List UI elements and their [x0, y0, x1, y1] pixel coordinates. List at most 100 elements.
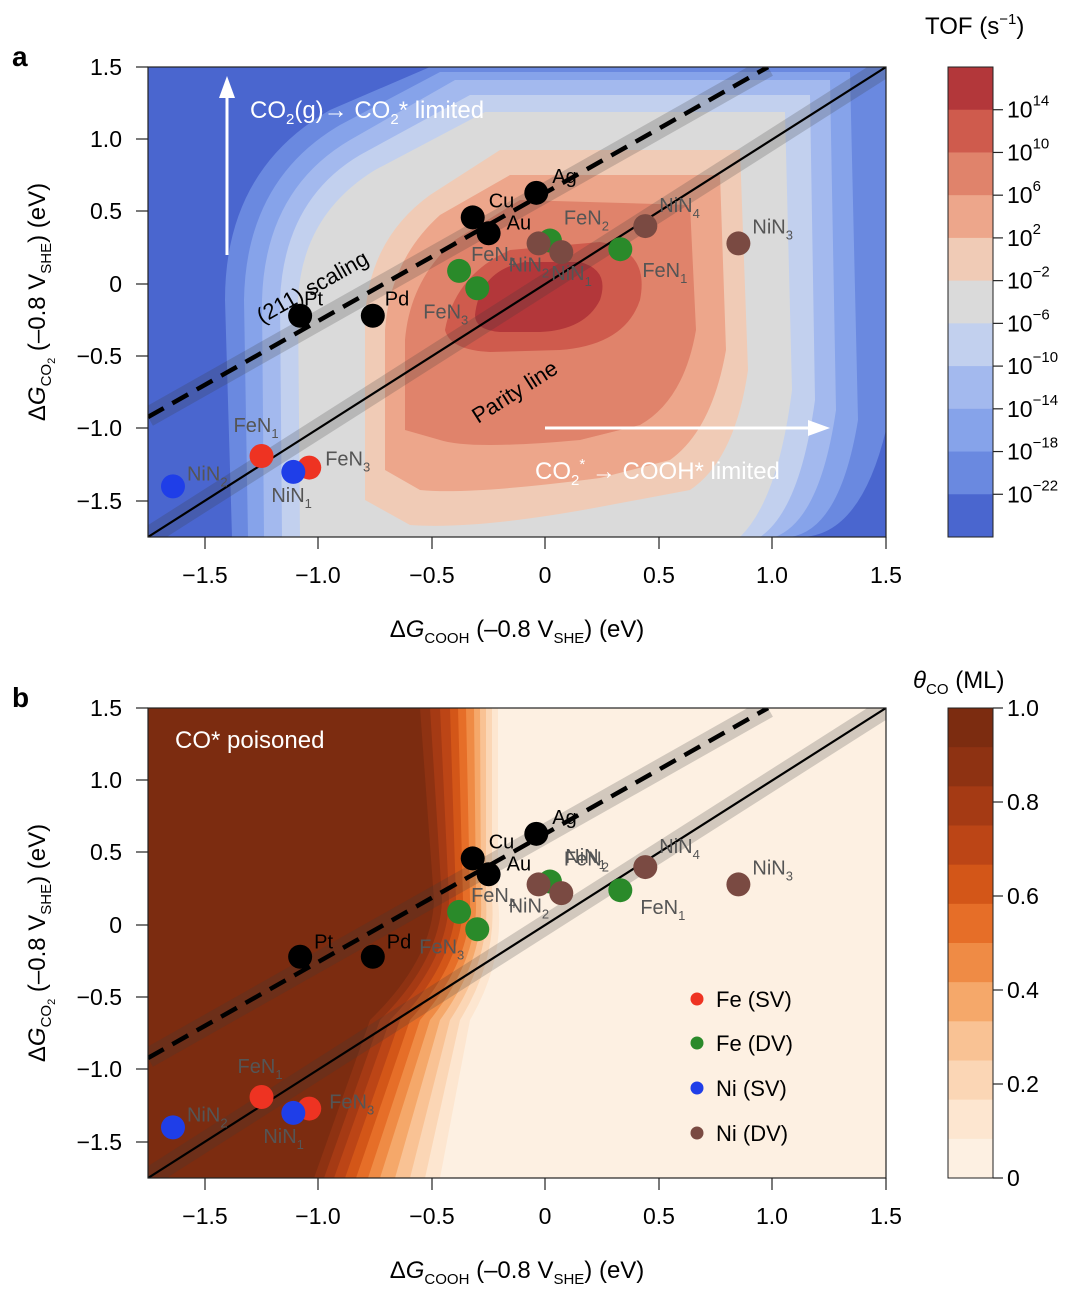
colorbar-a-tick-label: 10−18 [1007, 435, 1058, 465]
colorbar-b-band [948, 943, 993, 983]
panel-b-letter: b [12, 682, 29, 713]
x-tick-label: 1.0 [756, 1203, 788, 1229]
colorbar-a-band [948, 67, 993, 111]
point-nin1 [549, 240, 574, 265]
tof-band-10 [475, 262, 603, 332]
point-label: FeN2 [564, 849, 609, 875]
colorbar-a-band [948, 195, 993, 239]
y-axis-label: ΔGCO2 (–0.8 VSHE) (eV) [24, 824, 58, 1062]
point-nin4 [633, 855, 658, 880]
point-cu [460, 205, 485, 230]
point-label: Pd [387, 932, 411, 954]
point-nin2 [160, 474, 185, 499]
x-axis-label: ΔGCOOH (–0.8 VSHE) (eV) [390, 1257, 645, 1288]
point-label: FeN1 [234, 415, 279, 441]
point-label: Pt [314, 932, 333, 954]
point-label: NiN4 [659, 195, 700, 221]
point-label: FeN4 [471, 885, 516, 911]
x-tick-label: 1.5 [870, 1203, 902, 1229]
colorbar-a-tick-label: 10−2 [1007, 264, 1050, 294]
colorbar-a-tick-label: 10−22 [1007, 477, 1058, 507]
point-nin1 [281, 1100, 306, 1125]
point-label: FeN2 [564, 208, 609, 234]
y-tick-label: 1.5 [90, 695, 122, 721]
point-label: Ag [552, 166, 576, 188]
panel-a-letter: a [12, 41, 28, 72]
up-arrow [219, 76, 235, 255]
colorbar-a-band [948, 109, 993, 153]
y-tick-label: −0.5 [77, 343, 122, 369]
colorbar-a-band [948, 323, 993, 367]
y-tick-label: 1.0 [90, 767, 122, 793]
x-tick-label: −1.5 [182, 562, 227, 588]
colorbar-a-tick-label: 10−6 [1007, 306, 1050, 336]
point-pt [288, 944, 313, 969]
colorbar-a-band [948, 152, 993, 196]
point-label: NiN2 [509, 254, 550, 280]
point-nin2 [526, 872, 551, 897]
point-label: FeN1 [642, 260, 687, 286]
legend-label: Ni (SV) [716, 1076, 787, 1101]
point-ag [524, 821, 549, 846]
point-cu [460, 846, 485, 871]
y-tick-label: −1.0 [77, 415, 122, 441]
panel-a-frame [147, 66, 887, 538]
colorbar-a-band [948, 494, 993, 538]
colorbar-b-band [948, 1138, 993, 1179]
colorbar-a-tick-label: 10−10 [1007, 349, 1058, 379]
point-ag [524, 180, 549, 205]
panel-a-contours [148, 67, 886, 537]
panel-a-y-ticks: 1.5 1.0 0.5 0 −0.5 −1.0 −1.5 [77, 54, 148, 514]
point-nin2 [160, 1115, 185, 1140]
legend-marker-ni-dv [690, 1126, 704, 1140]
y-axis-label: ΔGCO2 (–0.8 VSHE) (eV) [24, 183, 58, 421]
y-tick-label: 1.5 [90, 54, 122, 80]
point-label: NiN2 [509, 895, 550, 921]
point-label: Pd [385, 289, 409, 311]
legend-marker-fe-dv [690, 1036, 704, 1050]
colorbar-b-band [948, 1099, 993, 1140]
colorbar-b-tick-label: 1.0 [1007, 695, 1039, 721]
point-label: FeN1 [238, 1056, 283, 1082]
point-label: FeN3 [419, 936, 464, 962]
point-label: NiN4 [659, 836, 700, 862]
scaling-line [148, 708, 770, 1060]
point-label: FeN1 [640, 897, 685, 923]
point-label: NiN3 [752, 857, 793, 883]
point-fen1 [249, 1085, 274, 1110]
point-label: Cu [489, 831, 515, 853]
x-tick-label: 0 [539, 562, 552, 588]
panel-a: a CO2(g)→ CO2 [12, 11, 1058, 647]
colorbar-b-band [948, 903, 993, 944]
y-tick-label: −1.5 [77, 488, 122, 514]
point-label: Cu [489, 190, 515, 212]
point-au [476, 862, 501, 887]
point-label: FeN3 [329, 1092, 374, 1118]
x-tick-label: −1.0 [295, 562, 340, 588]
legend-label: Fe (DV) [716, 1031, 793, 1056]
colorbar-a-band [948, 366, 993, 410]
y-tick-label: 0 [109, 271, 122, 297]
colorbar-a-tick-label: 102 [1007, 221, 1041, 251]
colorbar-b-band [948, 786, 993, 826]
right-arrow [545, 420, 830, 436]
x-tick-label: −1.5 [182, 1203, 227, 1229]
point-label: Au [507, 853, 531, 875]
colorbar-b-title: θCO (ML) [913, 667, 1005, 698]
point-fen1 [249, 444, 274, 469]
legend: Fe (SV) Fe (DV) Ni (SV) Ni (DV) [690, 987, 793, 1146]
point-fen1 [608, 237, 633, 262]
y-tick-label: 0.5 [90, 198, 122, 224]
y-tick-label: −1.0 [77, 1056, 122, 1082]
colorbar-a-band [948, 408, 993, 453]
colorbar-b-band [948, 864, 993, 905]
legend-label: Fe (SV) [716, 987, 792, 1012]
colorbar-b-tick-label: 0.8 [1007, 789, 1039, 815]
coverage-full [148, 708, 434, 1178]
panel-a-points: Pt PdCuAuAgFeN1FeN3NiN2NiN1FeN4FeN3FeN2Fe… [160, 166, 793, 511]
point-label: Pt [304, 289, 323, 311]
legend-marker-fe-sv [690, 992, 704, 1006]
colorbar-a-tick-label: 1010 [1007, 135, 1049, 165]
point-label: Au [507, 212, 531, 234]
